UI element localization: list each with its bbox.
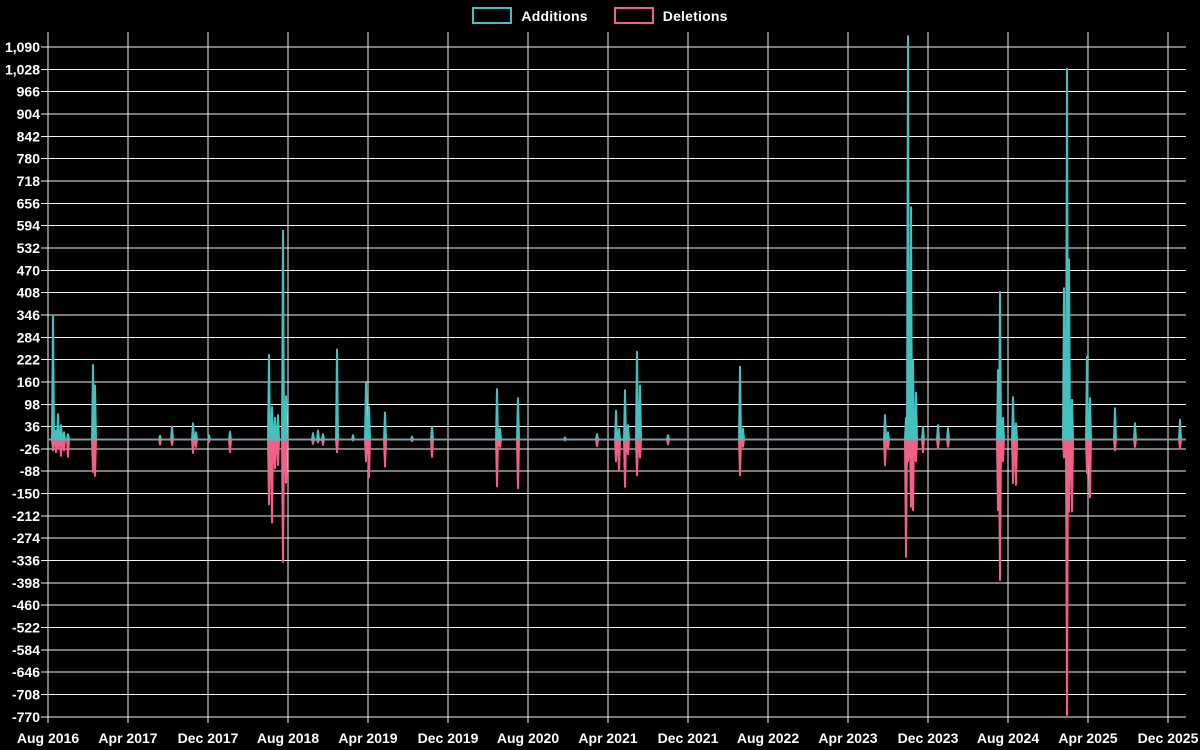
legend-item-additions[interactable]: Additions — [472, 7, 588, 24]
legend: Additions Deletions — [0, 7, 1200, 24]
x-tick-label: Aug 2018 — [257, 730, 319, 746]
legend-label-additions: Additions — [521, 7, 588, 24]
y-tick-label: 1,090 — [5, 39, 40, 55]
y-tick-label: -646 — [12, 664, 40, 680]
y-tick-label: 532 — [17, 240, 41, 256]
additions-swatch-icon — [472, 7, 513, 24]
y-tick-label: 904 — [17, 106, 41, 122]
deletions-swatch-icon — [613, 7, 654, 24]
y-tick-label: -212 — [12, 508, 40, 524]
y-tick-label: 470 — [17, 262, 41, 278]
y-tick-label: -460 — [12, 597, 40, 613]
x-tick-label: Apr 2025 — [1058, 730, 1117, 746]
x-tick-label: Aug 2016 — [17, 730, 79, 746]
y-tick-label: 718 — [17, 173, 41, 189]
y-tick-label: 222 — [17, 352, 41, 368]
y-tick-label: 966 — [17, 84, 41, 100]
gridlines — [41, 32, 1186, 723]
y-tick-label: 1,028 — [5, 61, 40, 77]
y-tick-label: 594 — [17, 218, 41, 234]
x-tick-label: Dec 2023 — [898, 730, 959, 746]
y-tick-label: -398 — [12, 575, 40, 591]
y-tick-label: -770 — [12, 709, 40, 725]
x-tick-label: Apr 2023 — [818, 730, 877, 746]
y-tick-label: 346 — [17, 307, 41, 323]
y-tick-label: -708 — [12, 686, 40, 702]
deletions-series-line — [51, 438, 1182, 716]
x-tick-label: Dec 2025 — [1138, 730, 1199, 746]
y-tick-label: 842 — [17, 128, 41, 144]
x-tick-label: Dec 2017 — [178, 730, 239, 746]
additions-series-line — [51, 35, 1182, 441]
y-tick-label: 656 — [17, 195, 41, 211]
y-tick-label: -150 — [12, 486, 40, 502]
x-tick-label: Aug 2022 — [737, 730, 799, 746]
x-tick-label: Aug 2024 — [977, 730, 1039, 746]
x-tick-label: Dec 2021 — [658, 730, 719, 746]
y-tick-label: -274 — [12, 530, 40, 546]
y-tick-label: 408 — [17, 285, 41, 301]
legend-label-deletions: Deletions — [662, 7, 728, 24]
y-tick-label: 160 — [17, 374, 41, 390]
y-tick-label: -336 — [12, 553, 40, 569]
x-tick-label: Apr 2021 — [578, 730, 637, 746]
axis-labels: 1,090 1,028 966 904 842 780 718 656 594 532 470 408… — [5, 39, 1199, 746]
y-tick-label: -26 — [20, 441, 40, 457]
y-tick-label: -584 — [12, 642, 40, 658]
x-tick-label: Aug 2020 — [497, 730, 559, 746]
y-tick-label: -522 — [12, 619, 40, 635]
y-tick-label: 284 — [17, 329, 41, 345]
y-tick-label: -88 — [20, 463, 40, 479]
y-tick-label: 36 — [24, 419, 40, 435]
x-tick-label: Dec 2019 — [418, 730, 479, 746]
y-tick-label: 780 — [17, 151, 41, 167]
x-tick-label: Apr 2019 — [338, 730, 397, 746]
legend-item-deletions[interactable]: Deletions — [613, 7, 728, 24]
y-tick-label: 98 — [24, 396, 40, 412]
x-tick-label: Apr 2017 — [98, 730, 157, 746]
